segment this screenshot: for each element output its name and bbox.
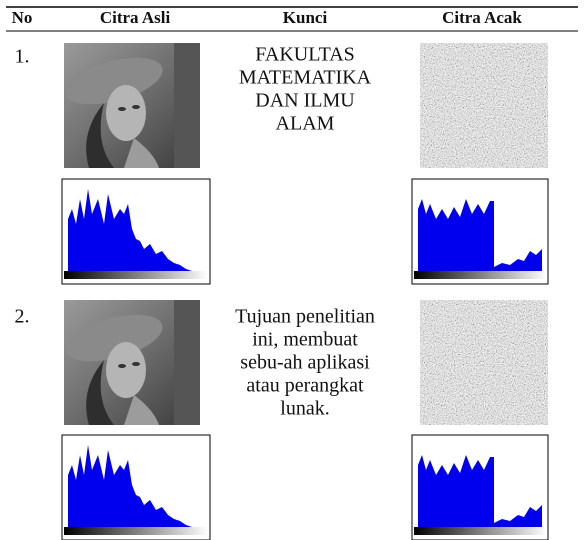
histogram [412,435,548,540]
histogram [62,435,210,540]
header-cell: Citra Asli [100,8,171,27]
page: No Citra Asli Kunci Citra Acak 1. 2. FAK… [0,0,584,540]
key-line: sebu-ah aplikasi [240,352,370,374]
row-number: 1. [15,46,30,68]
key-line: DAN ILMU [255,90,355,112]
original-image [61,43,200,168]
scrambled-image [420,43,548,168]
original-image [61,300,200,425]
key-line: ALAM [276,113,335,135]
key-line: MATEMATIKA [239,67,372,89]
key-line: atau perangkat [246,375,364,397]
histogram [412,179,548,284]
histogram [62,179,210,284]
key-line: ini, membuat [252,329,358,351]
scrambled-image [420,300,548,425]
key-line: lunak. [280,398,329,420]
header-cell: Citra Acak [442,8,522,27]
header-cell: Kunci [283,8,328,27]
key-line: Tujuan penelitian [235,306,375,328]
key-line: FAKULTAS [255,44,355,66]
row-number: 2. [15,306,30,328]
header-cell: No [12,8,33,27]
